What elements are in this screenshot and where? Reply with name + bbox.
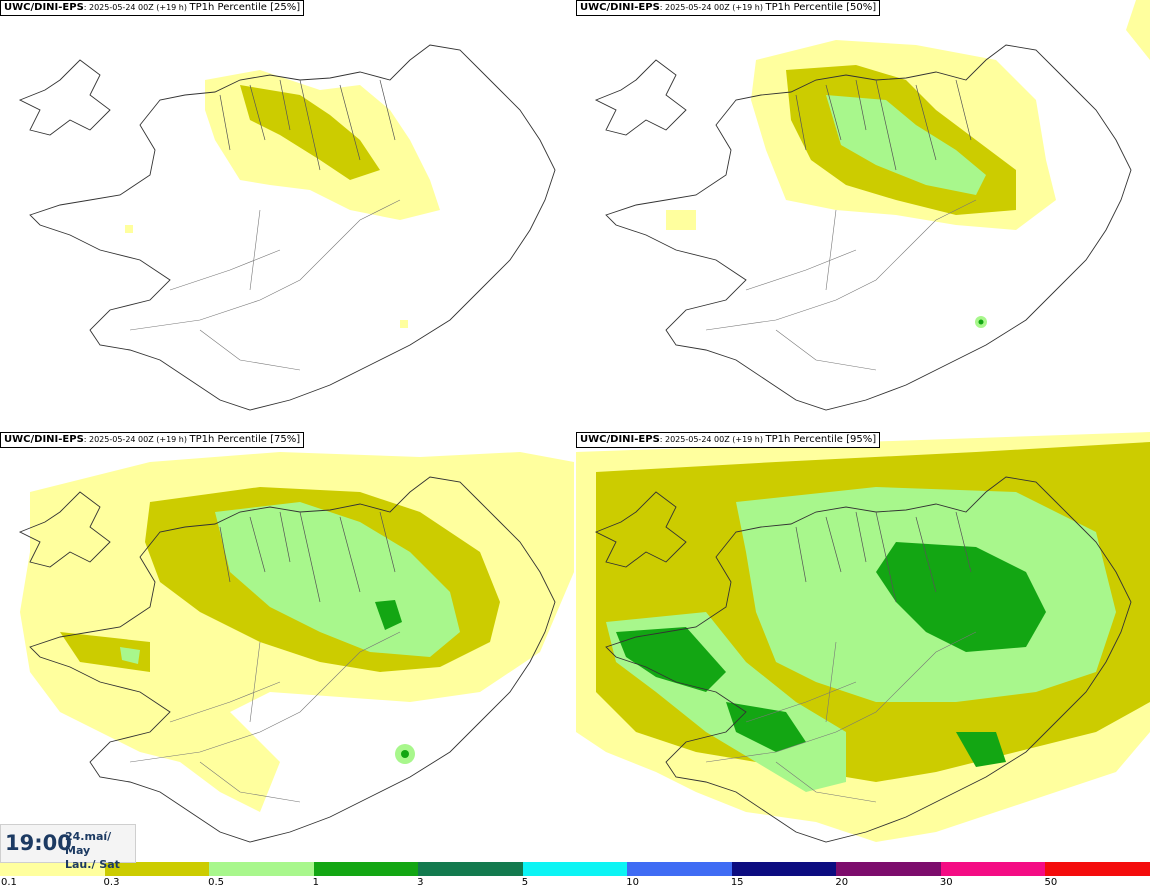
- legend-swatch: [731, 862, 837, 876]
- valid-weekday: Lau./ Sat: [65, 858, 120, 871]
- map-panel-p50: UWC/DINI-EPS: 2025-05-24 00Z (+19 h) TP1…: [576, 0, 1150, 430]
- legend-tick-label: 0.3: [103, 877, 120, 888]
- panel-title: UWC/DINI-EPS: 2025-05-24 00Z (+19 h) TP1…: [576, 432, 881, 448]
- valid-time-box: 19:00 24.maí/ May Lau./ Sat: [0, 824, 136, 871]
- legend-swatch: [313, 862, 419, 876]
- legend-tick-label: 50: [1044, 877, 1058, 888]
- legend-swatch: [0, 862, 105, 876]
- precip-map: [576, 432, 1150, 843]
- precip-map: [19, 452, 574, 843]
- legend-swatch: [522, 862, 628, 876]
- legend-tick-label: 0.5: [208, 877, 224, 888]
- legend-swatch: [627, 862, 732, 876]
- legend-tick-label: 20: [835, 877, 849, 888]
- legend-tick-label: 1: [312, 877, 319, 888]
- valid-date: 24.maí/ May: [65, 830, 112, 857]
- legend-tick-label: 30: [939, 877, 953, 888]
- legend-swatch: [1045, 862, 1150, 876]
- panel-title: UWC/DINI-EPS: 2025-05-24 00Z (+19 h) TP1…: [576, 0, 881, 16]
- legend-swatch: [104, 862, 210, 876]
- legend-swatch: [418, 862, 523, 876]
- map-panel-p75: UWC/DINI-EPS: 2025-05-24 00Z (+19 h) TP1…: [0, 432, 574, 862]
- panel-title: UWC/DINI-EPS: 2025-05-24 00Z (+19 h) TP1…: [0, 0, 305, 16]
- map-panel-p95: UWC/DINI-EPS: 2025-05-24 00Z (+19 h) TP1…: [576, 432, 1150, 862]
- color-legend: 0.1 0.3 0.5 1 3 5 10 15 20 30 50: [0, 862, 1150, 891]
- legend-tick-label: 3: [417, 877, 424, 888]
- legend-swatch: [836, 862, 941, 876]
- legend-tick-label: 10: [626, 877, 639, 888]
- precip-map: [19, 44, 556, 411]
- panel-title: UWC/DINI-EPS: 2025-05-24 00Z (+19 h) TP1…: [0, 432, 305, 448]
- legend-swatch: [209, 862, 314, 876]
- legend-tick-label: 5: [521, 877, 529, 888]
- map-panel-p25: UWC/DINI-EPS: 2025-05-24 00Z (+19 h) TP1…: [0, 0, 574, 430]
- legend-color-bar: [0, 862, 1150, 876]
- legend-tick-label: 15: [730, 877, 744, 888]
- legend-tick-label: 0.1: [1, 877, 17, 888]
- precip-map: [595, 0, 1150, 411]
- valid-time-date: 24.maí/ May Lau./ Sat: [65, 830, 135, 872]
- valid-time-clock: 19:00: [5, 831, 72, 855]
- legend-swatch: [940, 862, 1046, 876]
